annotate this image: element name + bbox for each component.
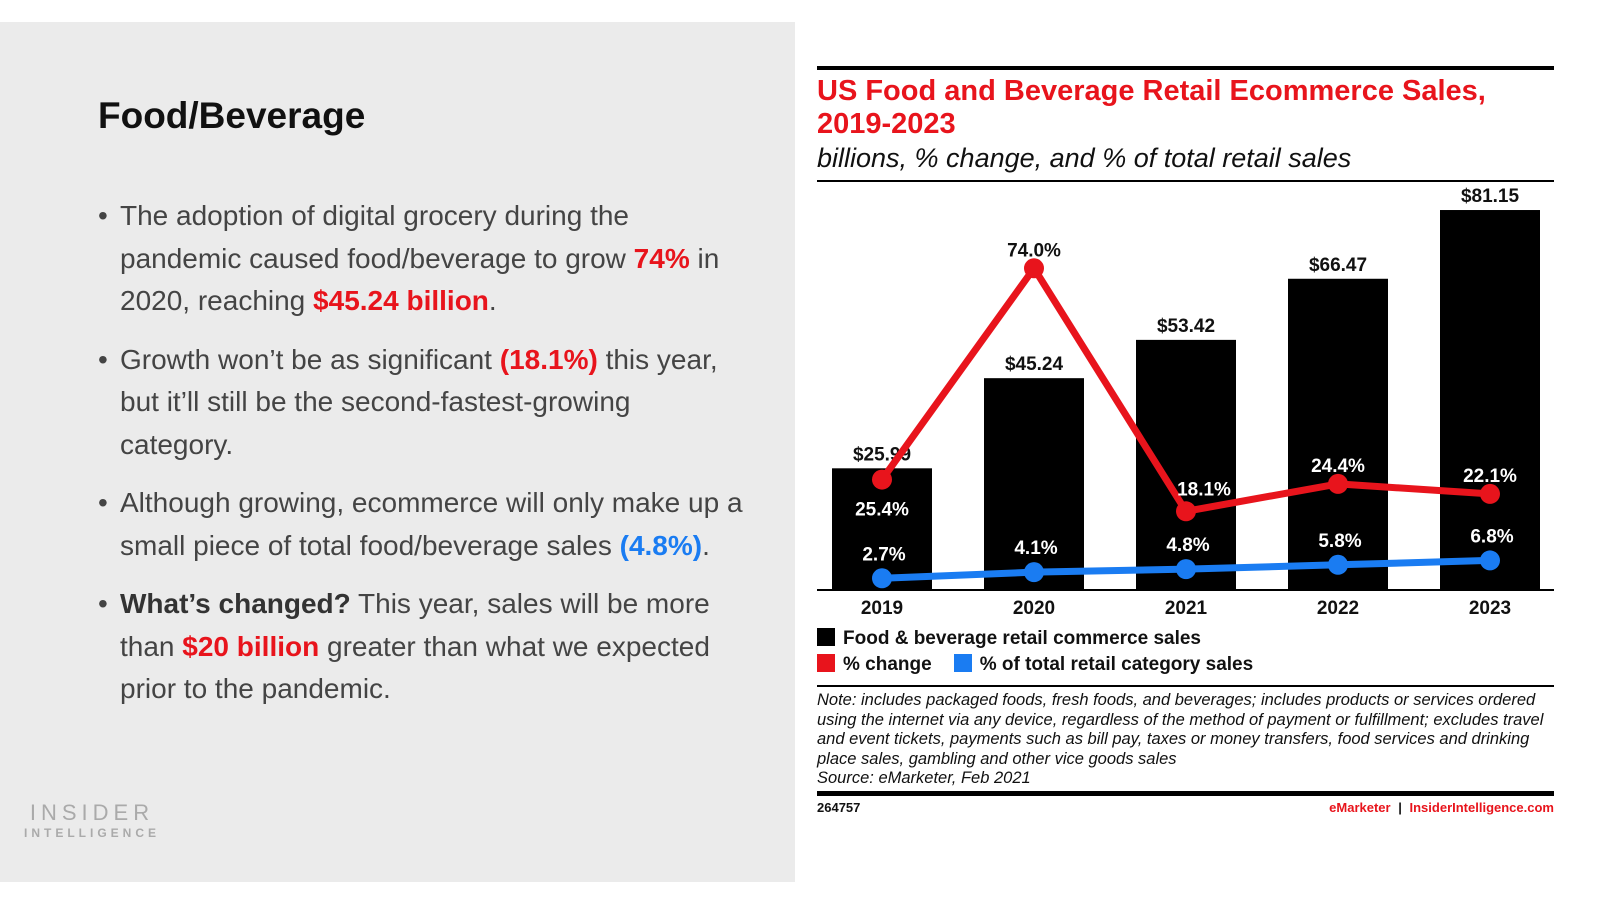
footer-site-link[interactable]: InsiderIntelligence.com xyxy=(1409,800,1555,815)
bar-value-label: $66.47 xyxy=(1309,255,1367,276)
highlight-text: What’s changed? xyxy=(120,588,351,619)
logo-line1: INSIDER xyxy=(29,800,155,825)
x-tick-label: 2022 xyxy=(1317,598,1359,619)
bar-value-label: $53.42 xyxy=(1157,316,1215,337)
footer-brand: eMarketer xyxy=(1329,800,1391,815)
blue-point xyxy=(1176,559,1196,580)
insider-intelligence-logo: INSIDER INTELLIGENCE xyxy=(24,800,160,840)
bar xyxy=(984,378,1084,590)
legend-row-1: Food & beverage retail commerce sales xyxy=(817,628,1201,650)
legend-label: % change xyxy=(843,654,932,675)
highlight-text: 74% xyxy=(633,242,690,274)
chart-id: 264757 xyxy=(817,800,861,815)
chart-title: US Food and Beverage Retail Ecommerce Sa… xyxy=(817,75,1486,140)
footer-separator: | xyxy=(1398,800,1402,815)
bullet-item: The adoption of digital grocery during t… xyxy=(98,195,748,323)
footer-credit: eMarketer | InsiderIntelligence.com xyxy=(1329,800,1554,815)
bar-value-label: $81.15 xyxy=(1461,186,1520,207)
red-point-label: 24.4% xyxy=(1311,456,1365,477)
chart-note: Note: includes packaged foods, fresh foo… xyxy=(817,691,1557,789)
bar-value-label: $45.24 xyxy=(1005,354,1064,375)
legend-item-share: % of total retail category sales xyxy=(953,654,1254,676)
footer-rule xyxy=(817,791,1554,796)
logo-line2: INTELLIGENCE xyxy=(24,826,161,840)
bullet-text: Growth won’t be as significant xyxy=(120,343,500,375)
highlight-text: (18.1%) xyxy=(499,343,598,375)
slide-title: Food/Beverage xyxy=(98,95,366,136)
red-point-label: 18.1% xyxy=(1177,479,1231,500)
red-point xyxy=(872,469,892,490)
bar xyxy=(1288,278,1388,590)
bullet-text: This year, sales will be more than xyxy=(120,588,710,662)
legend-label: Food & beverage retail commerce sales xyxy=(843,628,1201,649)
red-point xyxy=(1024,258,1044,279)
chart-subtitle: billions, % change, and % of total retai… xyxy=(817,143,1352,173)
blue-point-label: 4.1% xyxy=(1014,538,1057,559)
chart-plot: $25.992019$45.242020$53.422021$66.472022… xyxy=(817,186,1554,619)
blue-point xyxy=(1024,562,1044,583)
bar xyxy=(1440,210,1540,591)
legend-row-2: % change % of total retail category sale… xyxy=(817,654,1253,676)
legend-swatch-black xyxy=(817,628,835,646)
source-text: Source: eMarketer, Feb 2021 xyxy=(817,769,1031,787)
bullet-item: Growth won’t be as significant (18.1%) t… xyxy=(98,339,748,467)
legend-swatch-blue xyxy=(953,654,972,672)
red-point-label: 74.0% xyxy=(1007,240,1061,261)
x-tick-label: 2021 xyxy=(1165,598,1208,619)
highlight-text: $20 billion xyxy=(182,630,320,662)
bullet-item: Although growing, ecommerce will only ma… xyxy=(98,482,748,567)
subtitle-rule xyxy=(817,180,1554,182)
bullet-item: What’s changed? This year, sales will be… xyxy=(98,583,748,711)
bar xyxy=(1136,339,1236,590)
highlight-text: $45.24 billion xyxy=(313,285,489,316)
red-point xyxy=(1176,501,1196,522)
blue-point-label: 6.8% xyxy=(1470,526,1513,547)
legend-item-sales: Food & beverage retail commerce sales xyxy=(817,628,1201,650)
bullet-text: Although growing, ecommerce will only ma… xyxy=(120,487,743,561)
legend-swatch-red xyxy=(817,654,835,672)
bullet-text: greater than what we expected prior to t… xyxy=(120,630,710,705)
blue-point-label: 2.7% xyxy=(862,544,905,565)
blue-point-label: 5.8% xyxy=(1318,531,1361,552)
x-tick-label: 2019 xyxy=(861,598,903,619)
legend-item-change: % change xyxy=(817,654,932,676)
note-rule xyxy=(817,685,1554,687)
blue-point xyxy=(872,568,892,589)
bullet-text: in 2020, reaching xyxy=(120,242,720,317)
blue-point xyxy=(1328,554,1348,575)
x-tick-label: 2023 xyxy=(1469,598,1511,619)
bullet-text: . xyxy=(488,285,497,316)
x-tick-label: 2020 xyxy=(1013,598,1055,619)
highlight-text: (4.8%) xyxy=(619,529,703,561)
red-point-label: 22.1% xyxy=(1463,466,1517,487)
blue-point xyxy=(1480,550,1500,571)
bullet-list: The adoption of digital grocery during t… xyxy=(98,195,748,727)
red-point xyxy=(1480,483,1500,504)
note-text: Note: includes packaged foods, fresh foo… xyxy=(817,691,1544,768)
red-point xyxy=(1328,473,1348,494)
bullet-text: The adoption of digital grocery during t… xyxy=(120,200,634,274)
bullet-text: . xyxy=(702,529,710,561)
legend-label: % of total retail category sales xyxy=(979,654,1254,675)
chart-top-rule xyxy=(817,66,1554,70)
red-point-label: 25.4% xyxy=(855,500,909,521)
blue-point-label: 4.8% xyxy=(1166,535,1209,556)
bullet-text: this year, but it’ll still be the second… xyxy=(120,343,718,460)
